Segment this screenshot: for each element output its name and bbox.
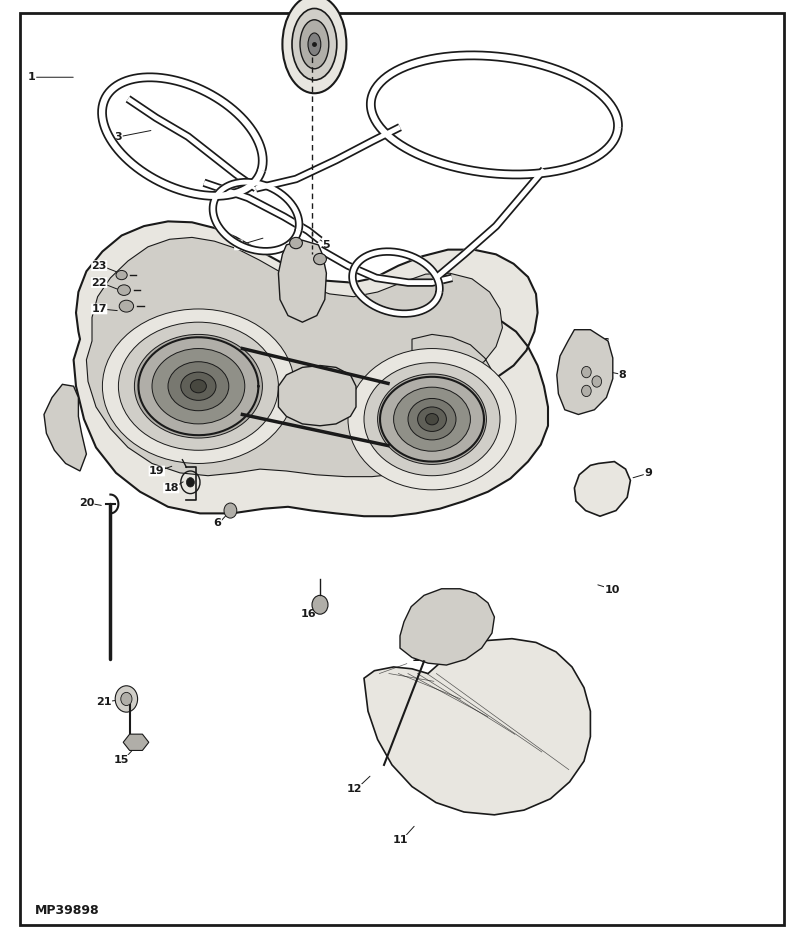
Polygon shape [400, 589, 494, 665]
Ellipse shape [394, 387, 470, 451]
Text: 8: 8 [618, 370, 626, 380]
Text: 14: 14 [440, 653, 456, 662]
Ellipse shape [102, 309, 294, 463]
Ellipse shape [300, 20, 329, 69]
Polygon shape [557, 330, 613, 414]
Ellipse shape [190, 380, 206, 393]
Text: 1: 1 [28, 73, 36, 82]
Polygon shape [574, 462, 630, 516]
Text: 3: 3 [114, 132, 122, 141]
Text: 19: 19 [149, 466, 165, 476]
Ellipse shape [118, 284, 130, 296]
Ellipse shape [292, 8, 337, 80]
Polygon shape [278, 240, 326, 322]
Circle shape [121, 692, 132, 706]
Text: 11: 11 [392, 836, 408, 845]
Text: 16: 16 [301, 609, 317, 619]
Ellipse shape [119, 300, 134, 312]
Ellipse shape [290, 237, 302, 249]
Text: 18: 18 [163, 483, 179, 493]
Ellipse shape [408, 398, 456, 440]
Text: 9: 9 [644, 468, 652, 478]
Polygon shape [420, 605, 459, 641]
Circle shape [186, 478, 194, 487]
Text: 13: 13 [411, 653, 427, 662]
Text: 15: 15 [114, 755, 130, 765]
Ellipse shape [418, 407, 446, 431]
Text: 21: 21 [96, 697, 112, 706]
Polygon shape [44, 384, 86, 471]
Ellipse shape [116, 270, 127, 280]
Ellipse shape [118, 322, 278, 450]
Text: 7: 7 [505, 728, 513, 738]
Text: 23: 23 [91, 261, 107, 270]
Polygon shape [278, 365, 356, 426]
Ellipse shape [181, 372, 216, 400]
Ellipse shape [152, 349, 245, 424]
Text: MP39898: MP39898 [34, 904, 99, 918]
Text: 17: 17 [91, 304, 107, 314]
Text: 2: 2 [328, 31, 336, 41]
Text: 7: 7 [601, 355, 609, 365]
Text: 12: 12 [346, 785, 362, 794]
Polygon shape [74, 221, 548, 516]
Circle shape [582, 366, 591, 378]
Text: 10: 10 [604, 585, 620, 594]
Ellipse shape [282, 0, 346, 93]
Text: 22: 22 [91, 278, 107, 287]
Ellipse shape [426, 414, 438, 425]
Ellipse shape [314, 253, 326, 265]
Text: 5: 5 [322, 240, 330, 250]
Text: 6: 6 [601, 338, 609, 348]
Ellipse shape [348, 349, 516, 490]
Text: 20: 20 [78, 498, 94, 508]
Text: 6: 6 [214, 518, 222, 528]
Ellipse shape [168, 362, 229, 411]
Ellipse shape [378, 374, 486, 464]
Polygon shape [364, 639, 590, 815]
Ellipse shape [364, 363, 500, 476]
Ellipse shape [308, 33, 321, 56]
Circle shape [592, 376, 602, 387]
Polygon shape [86, 237, 502, 477]
Circle shape [312, 595, 328, 614]
Text: 4: 4 [234, 240, 242, 250]
Circle shape [582, 385, 591, 397]
Circle shape [224, 503, 237, 518]
Polygon shape [123, 734, 149, 751]
Ellipse shape [134, 334, 262, 438]
Circle shape [115, 686, 138, 712]
